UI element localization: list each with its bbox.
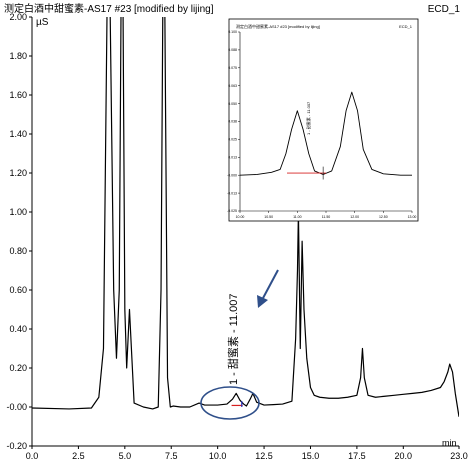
inset-x-tick-label: 10.50 [264, 215, 273, 219]
y-tick-label: 1.80 [9, 51, 27, 61]
axis-ticks: 0.0 2.5 5.0 7.5 10.0 12.5 15.0 17.5 20.0 23.0 -0.2… [6, 12, 467, 461]
x-tick-label: 5.0 [119, 451, 132, 461]
y-tick-label: 0.60 [9, 285, 27, 295]
inset-axis-ticks: 10.00 10.50 11.00 11.50 12.00 12.50 13.00 -0.02… [227, 30, 416, 219]
x-tick-label: 20.0 [395, 451, 413, 461]
chart-title: 测定白酒中甜蜜素-AS17 #23 [modified by lijing] [4, 2, 214, 15]
inset-y-tick-label: 0.088 [228, 48, 237, 52]
inset-x-tick-label: 11.50 [322, 215, 331, 219]
y-tick-label: 0.40 [9, 324, 27, 334]
x-tick-label: 17.5 [348, 451, 366, 461]
inset-channel: ECD_1 [399, 24, 413, 29]
x-tick-label: 15.0 [302, 451, 320, 461]
inset-x-tick-label: 12.50 [379, 215, 388, 219]
x-tick-label: 23.0 [450, 451, 468, 461]
inset-frame [228, 18, 419, 222]
y-tick-label: 0.20 [9, 363, 27, 373]
inset-y-tick-label: 0.100 [228, 30, 237, 34]
inset-x-tick-label: 11.00 [293, 215, 302, 219]
y-tick-label: 1.20 [9, 168, 27, 178]
inset-title: 测定白酒中甜蜜素-AS17 #23 [modified by lijing] [236, 23, 320, 29]
inset-x-tick-label: 13.00 [408, 215, 417, 219]
inset-zoom-chart: 测定白酒中甜蜜素-AS17 #23 [modified by lijing] E… [227, 18, 419, 222]
inset-y-tick-label: 0.025 [228, 138, 237, 142]
x-tick-label: 10.0 [209, 451, 227, 461]
inset-y-tick-label: 0.063 [228, 84, 237, 88]
inset-plot-area [239, 91, 412, 180]
x-tick-label: 2.5 [72, 451, 85, 461]
y-tick-label: -0.20 [6, 441, 27, 451]
y-tick-label: 2.00 [9, 12, 27, 22]
inset-y-tick-label: -0.025 [227, 209, 237, 213]
inset-peak-label: 1 - 甜蜜素 - 11.007 [305, 101, 311, 135]
peak-label: 1 - 甜蜜素 - 11.007 [226, 294, 240, 386]
y-tick-label: -0.00 [6, 402, 27, 412]
inset-y-tick-label: -0.013 [227, 191, 237, 195]
y-axis-unit: µS [36, 17, 49, 28]
arrow-indicator [257, 269, 279, 308]
highlight-ellipse [200, 386, 260, 420]
y-tick-label: 1.60 [9, 90, 27, 100]
x-tick-label: 0.0 [26, 451, 39, 461]
y-tick-label: 1.40 [9, 129, 27, 139]
series-line [32, 17, 459, 417]
channel-label: ECD_1 [428, 4, 461, 15]
x-tick-label: 12.5 [255, 451, 273, 461]
inset-x-tick-label: 12.00 [350, 215, 359, 219]
y-tick-label: 1.00 [9, 207, 27, 217]
x-tick-label: 7.5 [165, 451, 178, 461]
x-axis-unit: min [442, 438, 457, 448]
inset-y-tick-label: 0.050 [228, 102, 237, 106]
inset-y-tick-label: 0.013 [228, 156, 237, 160]
plot-area [32, 17, 459, 417]
inset-y-tick-label: -0.000 [227, 173, 237, 177]
inset-x-tick-label: 10.00 [236, 215, 245, 219]
inset-y-tick-label: 0.075 [228, 66, 237, 70]
inset-y-tick-label: 0.038 [228, 120, 237, 124]
y-tick-label: 0.80 [9, 246, 27, 256]
